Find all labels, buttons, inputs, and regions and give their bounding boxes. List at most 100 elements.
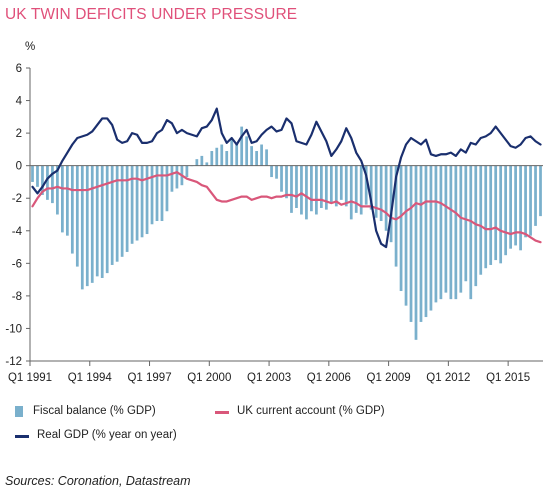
fiscal-bar — [51, 165, 54, 204]
fiscal-bar — [310, 165, 313, 212]
fiscal-bar — [75, 165, 79, 267]
fiscal-bar — [399, 165, 403, 292]
fiscal-bar — [295, 165, 298, 208]
fiscal-bar — [494, 165, 498, 261]
y-tick-label: -6 — [12, 258, 22, 270]
fiscal-bar — [165, 165, 169, 212]
fiscal-bar — [205, 162, 209, 166]
fiscal-bar — [539, 165, 542, 217]
fiscal-bar — [424, 165, 428, 318]
x-tick-label: Q1 2000 — [187, 372, 231, 384]
fiscal-bar — [329, 165, 333, 204]
fiscal-bar — [519, 165, 522, 251]
fiscal-bar — [36, 165, 39, 187]
fiscal-bar — [429, 165, 433, 311]
fiscal-bar — [145, 165, 149, 235]
fiscal-bar — [270, 165, 273, 178]
fiscal-bar — [409, 165, 413, 322]
legend-fiscal-swatch — [15, 406, 23, 417]
fiscal-bar — [369, 165, 373, 210]
fiscal-bar — [484, 165, 488, 269]
fiscal-bar — [419, 165, 423, 322]
fiscal-bar — [389, 165, 393, 243]
fiscal-bar — [230, 139, 234, 166]
legend-gdp-swatch — [15, 435, 29, 438]
x-tick-label: Q1 2015 — [486, 372, 530, 384]
legend-current-label: UK current account (% GDP) — [237, 405, 385, 417]
fiscal-bar — [130, 165, 134, 244]
y-tick-label: -10 — [5, 323, 22, 335]
legend-current-swatch — [215, 411, 229, 414]
fiscal-bar — [210, 151, 214, 166]
x-tick-label: Q1 1991 — [8, 372, 52, 384]
x-tick-label: Q1 2003 — [247, 372, 291, 384]
fiscal-bar — [489, 165, 493, 265]
fiscal-bar — [454, 165, 458, 300]
fiscal-bar — [120, 165, 124, 257]
fiscal-bar — [439, 165, 443, 300]
fiscal-bar — [65, 165, 69, 236]
fiscal-bar — [175, 165, 179, 189]
fiscal-bar — [140, 165, 144, 238]
source-note: Sources: Coronation, Datastream — [5, 474, 191, 488]
fiscal-bar — [235, 142, 239, 166]
current-account-line — [31, 171, 542, 244]
y-axis-label: % — [25, 41, 35, 53]
y-tick-label: 0 — [16, 161, 22, 173]
fiscal-bar — [105, 165, 109, 274]
y-tick-label: -12 — [5, 356, 22, 368]
fiscal-bar — [344, 165, 348, 207]
fiscal-bar — [260, 144, 263, 166]
fiscal-bar — [85, 165, 89, 287]
fiscal-bar — [31, 165, 34, 182]
fiscal-bar — [469, 165, 473, 300]
fiscal-bar — [404, 165, 408, 306]
fiscal-bar — [434, 165, 438, 303]
fiscal-bar — [305, 165, 308, 220]
fiscal-bar — [479, 165, 483, 275]
y-tick-label: 6 — [16, 63, 22, 75]
fiscal-bar — [414, 165, 418, 340]
legend-gdp-label: Real GDP (% year on year) — [37, 429, 177, 441]
fiscal-bar — [464, 165, 468, 282]
fiscal-bar — [135, 165, 139, 241]
fiscal-bar — [225, 151, 229, 166]
fiscal-bar — [280, 165, 283, 192]
fiscal-bar — [220, 144, 224, 166]
fiscal-bar — [319, 165, 323, 208]
x-tick-label: Q1 1997 — [127, 372, 171, 384]
real-gdp-line — [31, 107, 542, 249]
x-tick-label: Q1 2006 — [307, 372, 351, 384]
fiscal-bar — [339, 165, 343, 200]
chart-canvas: % 6 4 2 0 -2 -4 -6 -8 -10 -12 Q1 1991 Q1 1994 Q1 199… — [5, 41, 543, 384]
fiscal-bar — [300, 165, 303, 215]
fiscal-bar — [215, 147, 219, 166]
fiscal-bar — [290, 165, 293, 213]
fiscal-bar — [509, 165, 512, 249]
fiscal-bar — [265, 149, 268, 166]
fiscal-bar — [349, 165, 353, 220]
fiscal-bar — [155, 165, 159, 222]
y-tick-label: -4 — [12, 226, 23, 238]
fiscal-bar — [200, 155, 204, 166]
fiscal-bar — [534, 165, 537, 226]
fiscal-bar — [364, 165, 368, 205]
fiscal-bar — [359, 165, 363, 215]
fiscal-bar — [56, 165, 59, 215]
fiscal-bar — [499, 165, 503, 264]
fiscal-bar — [80, 165, 84, 290]
fiscal-bar — [324, 165, 328, 210]
fiscal-bar — [354, 165, 358, 213]
y-tick-label: -2 — [12, 193, 22, 205]
fiscal-bar — [334, 165, 338, 207]
x-tick-label: Q1 2012 — [426, 372, 470, 384]
chart-title: UK TWIN DEFICITS UNDER PRESSURE — [5, 6, 298, 23]
fiscal-bar — [160, 165, 164, 222]
fiscal-bar — [459, 165, 463, 293]
fiscal-bar — [514, 165, 517, 246]
fiscal-bar — [275, 165, 278, 179]
y-tick-label: 4 — [16, 96, 23, 108]
fiscal-bar — [61, 165, 64, 233]
fiscal-bar — [110, 165, 114, 265]
fiscal-bar — [100, 165, 104, 278]
